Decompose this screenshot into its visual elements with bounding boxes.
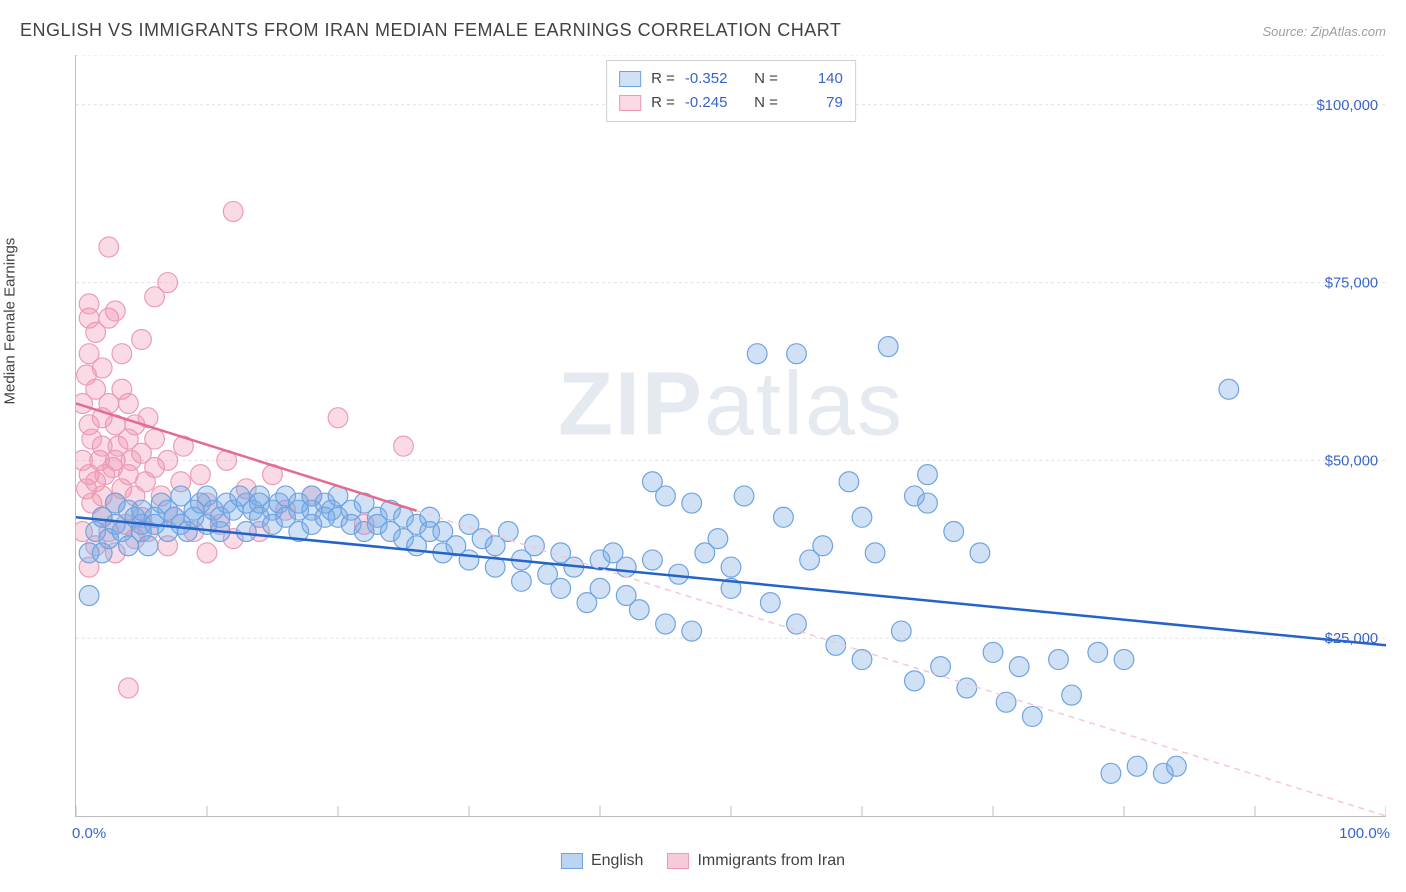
x-tick-last: 100.0%: [1339, 825, 1390, 842]
svg-text:$75,000: $75,000: [1325, 275, 1378, 291]
header: ENGLISH VS IMMIGRANTS FROM IRAN MEDIAN F…: [20, 20, 1386, 41]
correlation-legend: R = -0.352 N = 140 R = -0.245 N = 79: [606, 60, 856, 122]
legend-stat-row: R = -0.245 N = 79: [619, 91, 843, 115]
svg-text:$50,000: $50,000: [1325, 453, 1378, 469]
n-value: 140: [788, 67, 843, 91]
source-prefix: Source:: [1262, 24, 1310, 39]
legend-item: English: [561, 852, 643, 870]
chart-container: ENGLISH VS IMMIGRANTS FROM IRAN MEDIAN F…: [0, 0, 1406, 892]
legend-label: English: [591, 852, 643, 870]
x-ticks: [76, 806, 1386, 816]
source-name: ZipAtlas.com: [1311, 24, 1386, 39]
r-label: R =: [651, 67, 675, 91]
svg-text:$25,000: $25,000: [1325, 631, 1378, 647]
legend-stat-row: R = -0.352 N = 140: [619, 67, 843, 91]
svg-text:$100,000: $100,000: [1317, 98, 1379, 114]
source-attribution: Source: ZipAtlas.com: [1262, 24, 1386, 39]
r-value: -0.245: [685, 91, 740, 115]
y-axis-label: Median Female Earnings: [2, 238, 19, 405]
legend-item: Immigrants from Iran: [667, 852, 845, 870]
gridlines: [76, 55, 1386, 638]
chart-area: Median Female Earnings ZIPatlas $25,000$…: [20, 55, 1386, 837]
scatter-points: [76, 201, 1239, 783]
n-label: N =: [750, 67, 778, 91]
trend-lines: [76, 403, 1386, 816]
legend-label: Immigrants from Iran: [697, 852, 845, 870]
legend-swatch: [619, 71, 641, 87]
legend-swatch: [667, 853, 689, 869]
series-legend: English Immigrants from Iran: [561, 852, 845, 870]
legend-swatch: [619, 95, 641, 111]
y-tick-labels: $25,000 $50,000 $75,000 $100,000: [1317, 98, 1379, 648]
legend-swatch: [561, 853, 583, 869]
n-value: 79: [788, 91, 843, 115]
r-value: -0.352: [685, 67, 740, 91]
x-tick-first: 0.0%: [72, 825, 106, 842]
n-label: N =: [750, 91, 778, 115]
plot-region: ZIPatlas $25,000$50,000$75,000$100,000 R…: [75, 55, 1386, 817]
r-label: R =: [651, 91, 675, 115]
plot-svg: $25,000 $50,000 $75,000 $100,000: [76, 55, 1386, 816]
chart-title: ENGLISH VS IMMIGRANTS FROM IRAN MEDIAN F…: [20, 20, 841, 41]
